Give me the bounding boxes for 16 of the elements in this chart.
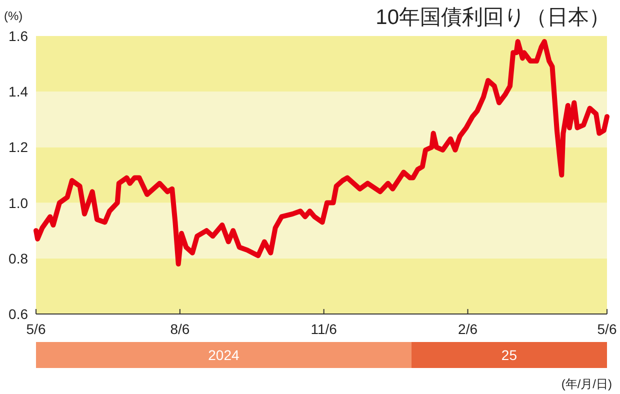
x-tick-label: 5/6 — [26, 321, 46, 337]
x-tick-label: 5/6 — [597, 321, 617, 337]
text: (年/月/日) — [561, 377, 612, 391]
y-tick-label: 0.8 — [8, 250, 28, 266]
chart-title: 10年国債利回り（日本） — [376, 6, 610, 29]
y-tick-label: 0.6 — [8, 306, 28, 322]
y-tick-label: 1.6 — [8, 28, 28, 44]
y-tick-label: 1.2 — [8, 139, 28, 156]
x-tick-label: 2/6 — [458, 321, 478, 337]
x-tick-label: 8/6 — [170, 321, 190, 337]
text: 2024 — [208, 347, 240, 363]
y-axis-title: (%) — [4, 9, 23, 23]
y-tick-label: 1.4 — [8, 84, 28, 100]
x-tick-label: 11/6 — [310, 321, 338, 337]
y-tick-label: 1.0 — [8, 194, 28, 211]
text: 25 — [501, 347, 518, 363]
